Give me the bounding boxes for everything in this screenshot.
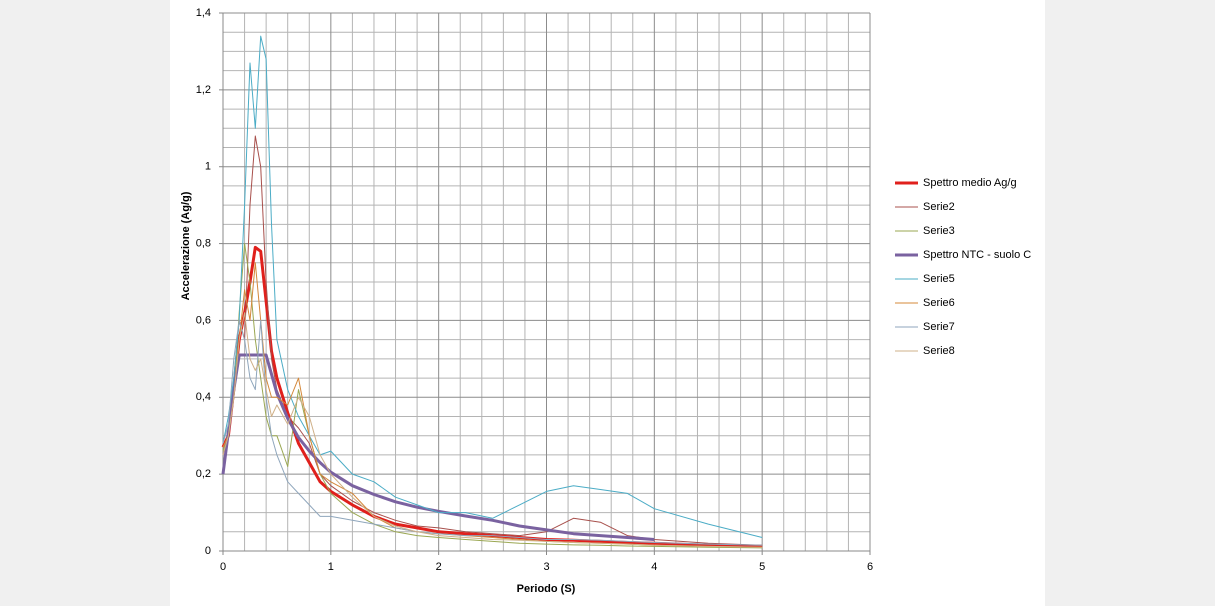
series-line: [222, 319, 763, 546]
legend-label: Serie8: [923, 345, 955, 357]
x-tick-label: 2: [436, 561, 442, 573]
series-line: [222, 243, 763, 549]
x-tick-label: 1: [328, 561, 334, 573]
series-line: [222, 35, 763, 538]
y-tick-label: 0,4: [196, 391, 211, 403]
y-tick-label: 0,2: [196, 468, 211, 480]
y-tick-label: 0: [205, 545, 211, 557]
legend-label: Serie5: [923, 273, 955, 285]
y-tick-label: 1,4: [196, 7, 211, 19]
series-line: [222, 312, 763, 548]
y-tick-label: 0,6: [196, 314, 211, 326]
x-tick-label: 0: [220, 561, 226, 573]
legend-label: Serie6: [923, 297, 955, 309]
series-line: [221, 353, 655, 541]
x-tick-label: 3: [543, 561, 549, 573]
legend-label: Serie3: [923, 225, 955, 237]
x-axis-label: Periodo (S): [517, 583, 576, 595]
y-tick-label: 1,2: [196, 84, 211, 96]
y-tick-label: 0,8: [196, 237, 211, 249]
series-line: [222, 135, 763, 546]
legend-label: Spettro NTC - suolo C: [923, 249, 1031, 261]
legend-label: Spettro medio Ag/g: [923, 177, 1017, 189]
legend-label: Serie7: [923, 321, 955, 333]
x-tick-label: 6: [867, 561, 873, 573]
x-tick-label: 4: [651, 561, 657, 573]
y-axis-label: Accelerazione (Ag/g): [180, 191, 192, 300]
y-tick-label: 1: [205, 161, 211, 173]
legend-label: Serie2: [923, 201, 955, 213]
x-tick-label: 5: [759, 561, 765, 573]
